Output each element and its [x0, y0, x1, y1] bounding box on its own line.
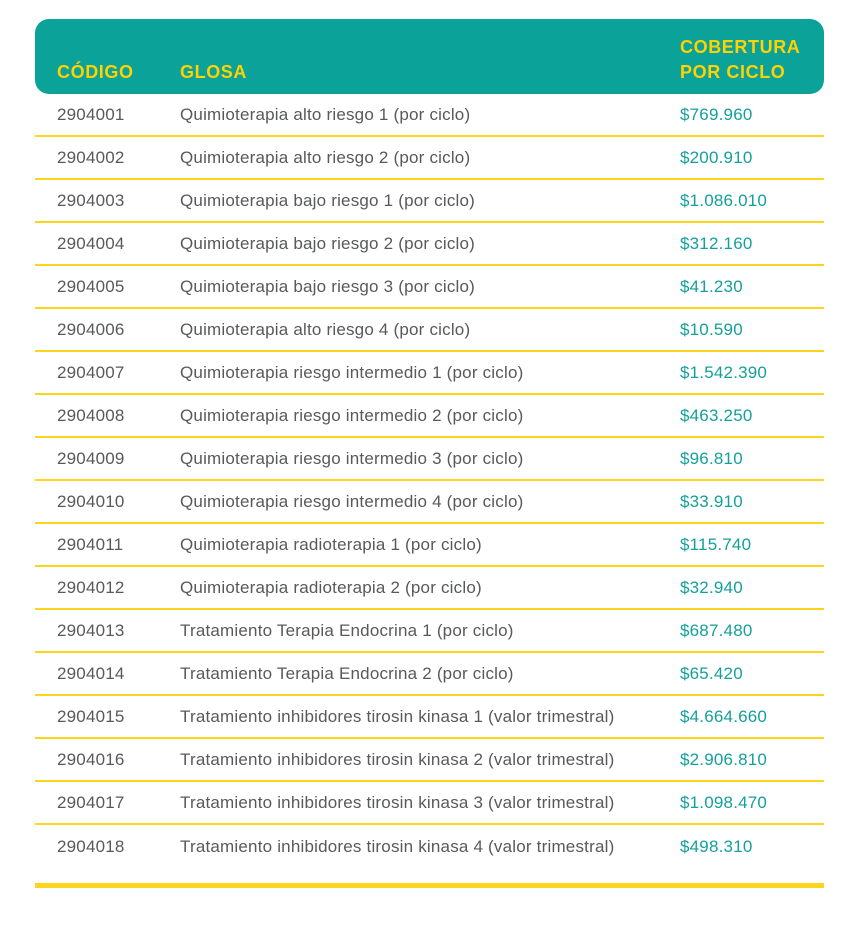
table-row: 2904016 Tratamiento inhibidores tirosin k…	[35, 739, 824, 782]
code-cell: 2904016	[57, 750, 125, 769]
coverage-pricing-table: CÓDIGO GLOSA COBERTURA POR CICLO 2904001…	[35, 19, 824, 888]
glosa-cell: Quimioterapia radioterapia 2 (por ciclo)	[180, 578, 482, 597]
glosa-cell: Tratamiento Terapia Endocrina 2 (por cic…	[180, 664, 514, 683]
glosa-cell: Quimioterapia bajo riesgo 2 (por ciclo)	[180, 234, 476, 253]
table-row: 2904013 Tratamiento Terapia Endocrina 1 (…	[35, 610, 824, 653]
value-cell: $200.910	[680, 148, 753, 167]
glosa-cell: Tratamiento inhibidores tirosin kinasa 2…	[180, 750, 615, 769]
table-row: 2904018 Tratamiento inhibidores tirosin k…	[35, 825, 824, 883]
glosa-cell: Quimioterapia alto riesgo 2 (por ciclo)	[180, 148, 471, 167]
code-cell: 2904009	[57, 449, 125, 468]
column-header-codigo: CÓDIGO	[57, 61, 134, 82]
table-row: 2904001 Quimioterapia alto riesgo 1 (por …	[35, 94, 824, 137]
column-header-cobertura-por-ciclo: COBERTURA POR CICLO	[680, 36, 800, 82]
code-cell: 2904015	[57, 707, 125, 726]
code-cell: 2904011	[57, 535, 124, 554]
code-cell: 2904018	[57, 837, 125, 856]
table-rows: 2904001 Quimioterapia alto riesgo 1 (por …	[35, 94, 824, 888]
value-cell: $32.940	[680, 578, 743, 597]
value-cell: $463.250	[680, 406, 753, 425]
value-cell: $96.810	[680, 449, 743, 468]
value-cell: $2.906.810	[680, 750, 768, 769]
table-row: 2904006 Quimioterapia alto riesgo 4 (por …	[35, 309, 824, 352]
table-row: 2904005 Quimioterapia bajo riesgo 3 (por …	[35, 266, 824, 309]
table-row: 2904017 Tratamiento inhibidores tirosin k…	[35, 782, 824, 825]
value-cell: $65.420	[680, 664, 743, 683]
glosa-cell: Quimioterapia alto riesgo 4 (por ciclo)	[180, 320, 471, 339]
value-cell: $33.910	[680, 492, 743, 511]
code-cell: 2904002	[57, 148, 125, 167]
code-cell: 2904012	[57, 578, 125, 597]
glosa-cell: Tratamiento inhibidores tirosin kinasa 3…	[180, 793, 615, 812]
table-row: 2904008 Quimioterapia riesgo intermedio 2…	[35, 395, 824, 438]
code-cell: 2904005	[57, 277, 125, 296]
code-cell: 2904010	[57, 492, 125, 511]
table-row: 2904010 Quimioterapia riesgo intermedio 4…	[35, 481, 824, 524]
glosa-cell: Quimioterapia alto riesgo 1 (por ciclo)	[180, 105, 471, 124]
value-cell: $1.542.390	[680, 363, 768, 382]
table-row: 2904011 Quimioterapia radioterapia 1 (por…	[35, 524, 824, 567]
table-header: CÓDIGO GLOSA COBERTURA POR CICLO	[35, 19, 824, 94]
value-cell: $10.590	[680, 320, 743, 339]
code-cell: 2904007	[57, 363, 125, 382]
table-row: 2904003 Quimioterapia bajo riesgo 1 (por …	[35, 180, 824, 223]
table-row: 2904015 Tratamiento inhibidores tirosin k…	[35, 696, 824, 739]
glosa-cell: Tratamiento Terapia Endocrina 1 (por cic…	[180, 621, 514, 640]
code-cell: 2904006	[57, 320, 125, 339]
code-cell: 2904017	[57, 793, 125, 812]
glosa-cell: Quimioterapia riesgo intermedio 3 (por c…	[180, 449, 524, 468]
code-cell: 2904013	[57, 621, 125, 640]
table-row: 2904014 Tratamiento Terapia Endocrina 2 (…	[35, 653, 824, 696]
table-row: 2904007 Quimioterapia riesgo intermedio 1…	[35, 352, 824, 395]
glosa-cell: Quimioterapia radioterapia 1 (por ciclo)	[180, 535, 482, 554]
glosa-cell: Quimioterapia bajo riesgo 1 (por ciclo)	[180, 191, 476, 210]
value-cell: $115.740	[680, 535, 752, 554]
value-cell: $1.086.010	[680, 191, 768, 210]
glosa-cell: Quimioterapia bajo riesgo 3 (por ciclo)	[180, 277, 476, 296]
table-row: 2904002 Quimioterapia alto riesgo 2 (por …	[35, 137, 824, 180]
value-cell: $687.480	[680, 621, 753, 640]
table-row: 2904004 Quimioterapia bajo riesgo 2 (por …	[35, 223, 824, 266]
value-cell: $1.098.470	[680, 793, 768, 812]
value-cell: $4.664.660	[680, 707, 768, 726]
code-cell: 2904008	[57, 406, 125, 425]
glosa-cell: Quimioterapia riesgo intermedio 4 (por c…	[180, 492, 524, 511]
table-row: 2904012 Quimioterapia radioterapia 2 (por…	[35, 567, 824, 610]
glosa-cell: Quimioterapia riesgo intermedio 1 (por c…	[180, 363, 524, 382]
glosa-cell: Tratamiento inhibidores tirosin kinasa 4…	[180, 837, 615, 856]
value-cell: $312.160	[680, 234, 753, 253]
value-cell: $769.960	[680, 105, 753, 124]
code-cell: 2904003	[57, 191, 125, 210]
code-cell: 2904001	[57, 105, 125, 124]
glosa-cell: Tratamiento inhibidores tirosin kinasa 1…	[180, 707, 615, 726]
value-cell: $498.310	[680, 837, 753, 856]
glosa-cell: Quimioterapia riesgo intermedio 2 (por c…	[180, 406, 524, 425]
table-row: 2904009 Quimioterapia riesgo intermedio 3…	[35, 438, 824, 481]
code-cell: 2904004	[57, 234, 125, 253]
column-header-glosa: GLOSA	[180, 61, 248, 82]
value-cell: $41.230	[680, 277, 743, 296]
code-cell: 2904014	[57, 664, 125, 683]
